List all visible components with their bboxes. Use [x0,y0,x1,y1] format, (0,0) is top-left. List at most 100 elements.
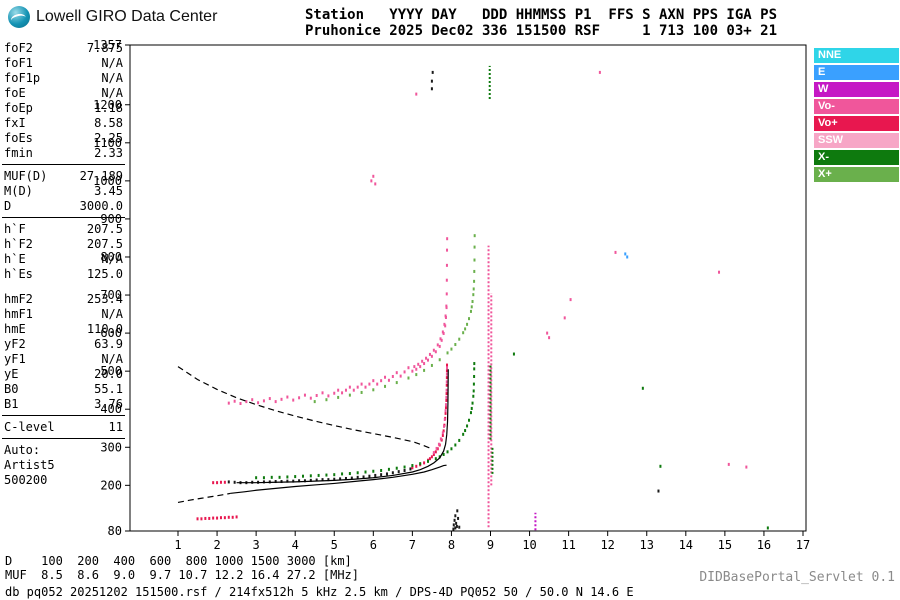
svg-text:4: 4 [292,538,299,552]
plot-frame [129,44,807,532]
svg-text:7: 7 [409,538,416,552]
readout-label: foEp [4,101,33,115]
series-noise-green [512,352,769,530]
readout-row: B0 55.1 [2,382,125,397]
readout-label: h`F2 [4,237,33,251]
readout-row: C-level 11 [2,420,125,435]
readout-value: N/A [101,307,123,321]
series-transmission-curve [177,366,433,450]
readout-row: foF1 N/A [2,56,125,71]
legend-item-E: E [814,65,899,80]
auto-scaling-block: Auto: Artist5 500200 [2,443,125,488]
readout-value: 2.25 [94,131,123,145]
readout-value: 2.33 [94,146,123,160]
logo-text: Lowell GIRO Data Center [36,8,218,25]
readout-row: h`Es 125.0 [2,267,125,282]
readout-row: hmE 110.0 [2,322,125,337]
readout-row: B1 3.76 [2,397,125,412]
svg-text:14: 14 [679,538,693,552]
readout-label: hmF2 [4,292,33,306]
readout-label: foF1p [4,71,41,85]
svg-text:2: 2 [213,538,220,552]
readout-value: 207.5 [86,237,123,251]
station-header-line1: Station YYYY DAY DDD HHMMSS P1 FFS S AXN… [305,7,778,23]
svg-text:9: 9 [487,538,494,552]
readout-label: h`Es [4,267,33,281]
svg-text:1000: 1000 [93,174,122,188]
readout-row: foF2 7.875 [2,41,125,56]
legend-item-Vo+: Vo+ [814,116,899,131]
divider [2,217,125,218]
readout-value: N/A [101,71,123,85]
svg-text:200: 200 [100,478,122,492]
readouts-panel: foF2 7.875 foF1 N/A foF1p N/A foE N/A foEp 1.18 fx… [2,41,125,488]
readout-value: 207.5 [86,222,123,236]
svg-text:1100: 1100 [93,136,122,150]
readout-value: 110.0 [86,322,123,336]
svg-text:15: 15 [718,538,732,552]
readout-label: D [4,199,12,213]
readout-row: yF2 63.9 [2,337,125,352]
readout-row: h`E N/A [2,252,125,267]
spacer [2,282,125,292]
auto-label: Auto: [4,443,41,457]
readout-label: foE [4,86,26,100]
readout-row: foE N/A [2,86,125,101]
station-header-line2: Pruhonice 2025 Dec02 336 151500 RSF 1 71… [305,23,778,39]
series-o-trace-cusp-spread [432,366,449,455]
svg-text:17: 17 [796,538,810,552]
readout-label: foF2 [4,41,33,55]
readout-value: 55.1 [94,382,123,396]
readout-label: B0 [4,382,19,396]
svg-text:16: 16 [757,538,771,552]
svg-text:6: 6 [370,538,377,552]
readout-row: hmF2 253.4 [2,292,125,307]
divider [2,164,125,165]
series-spread-f-column-green [488,65,494,474]
readout-value: 8.58 [94,116,123,130]
svg-text:13: 13 [640,538,654,552]
svg-text:600: 600 [100,326,122,340]
readout-value: 253.4 [86,292,123,306]
series-true-height-profile [230,464,447,494]
y-axis: 80 200 300 400 500 600 700 800 900 1000 1100 1200 13… [93,38,130,538]
divider [2,415,125,416]
series-x-trace-1st-hop [255,362,476,480]
series-spread-f-column-pink [487,245,493,528]
readout-row: yF1 N/A [2,352,125,367]
file-info-line: db pq052 20251202 151500.rsf / 214fx512h… [5,585,634,599]
divider [2,438,125,439]
readout-row: yE 20.0 [2,367,125,382]
readout-value: 3.76 [94,397,123,411]
readout-row: M(D) 3.45 [2,184,125,199]
series-es-layer-echoes [196,515,238,521]
muf-distance-table: D 100 200 400 600 800 1000 1500 3000 [km… [5,554,360,582]
readout-value: 3.45 [94,184,123,198]
readout-label: foF1 [4,56,33,70]
readout-row: h`F 207.5 [2,222,125,237]
readout-value: 27.189 [79,169,123,183]
logo: Lowell GIRO Data Center [8,6,217,28]
readout-label: yF2 [4,337,26,351]
readout-label: fmin [4,146,33,160]
svg-text:1357: 1357 [93,38,122,52]
readout-row: fxI 8.58 [2,116,125,131]
readout-value: 63.9 [94,337,123,351]
series-f-trace-leading-edge [212,480,226,485]
readout-value: 125.0 [86,267,123,281]
readout-row: hmF1 N/A [2,307,125,322]
auto-line: 500200 [4,473,48,487]
readout-label: MUF(D) [4,169,48,183]
svg-text:1: 1 [174,538,181,552]
svg-text:900: 900 [100,212,122,226]
svg-text:5: 5 [331,538,338,552]
series-x-trace-2nd-hop [313,234,476,404]
legend-item-W: W [814,82,899,97]
readout-label: yF1 [4,352,26,366]
series-profile-extrapolated [177,492,231,504]
legend-item-NNE: NNE [814,48,899,63]
svg-text:3: 3 [253,538,260,552]
readout-label: foEs [4,131,33,145]
